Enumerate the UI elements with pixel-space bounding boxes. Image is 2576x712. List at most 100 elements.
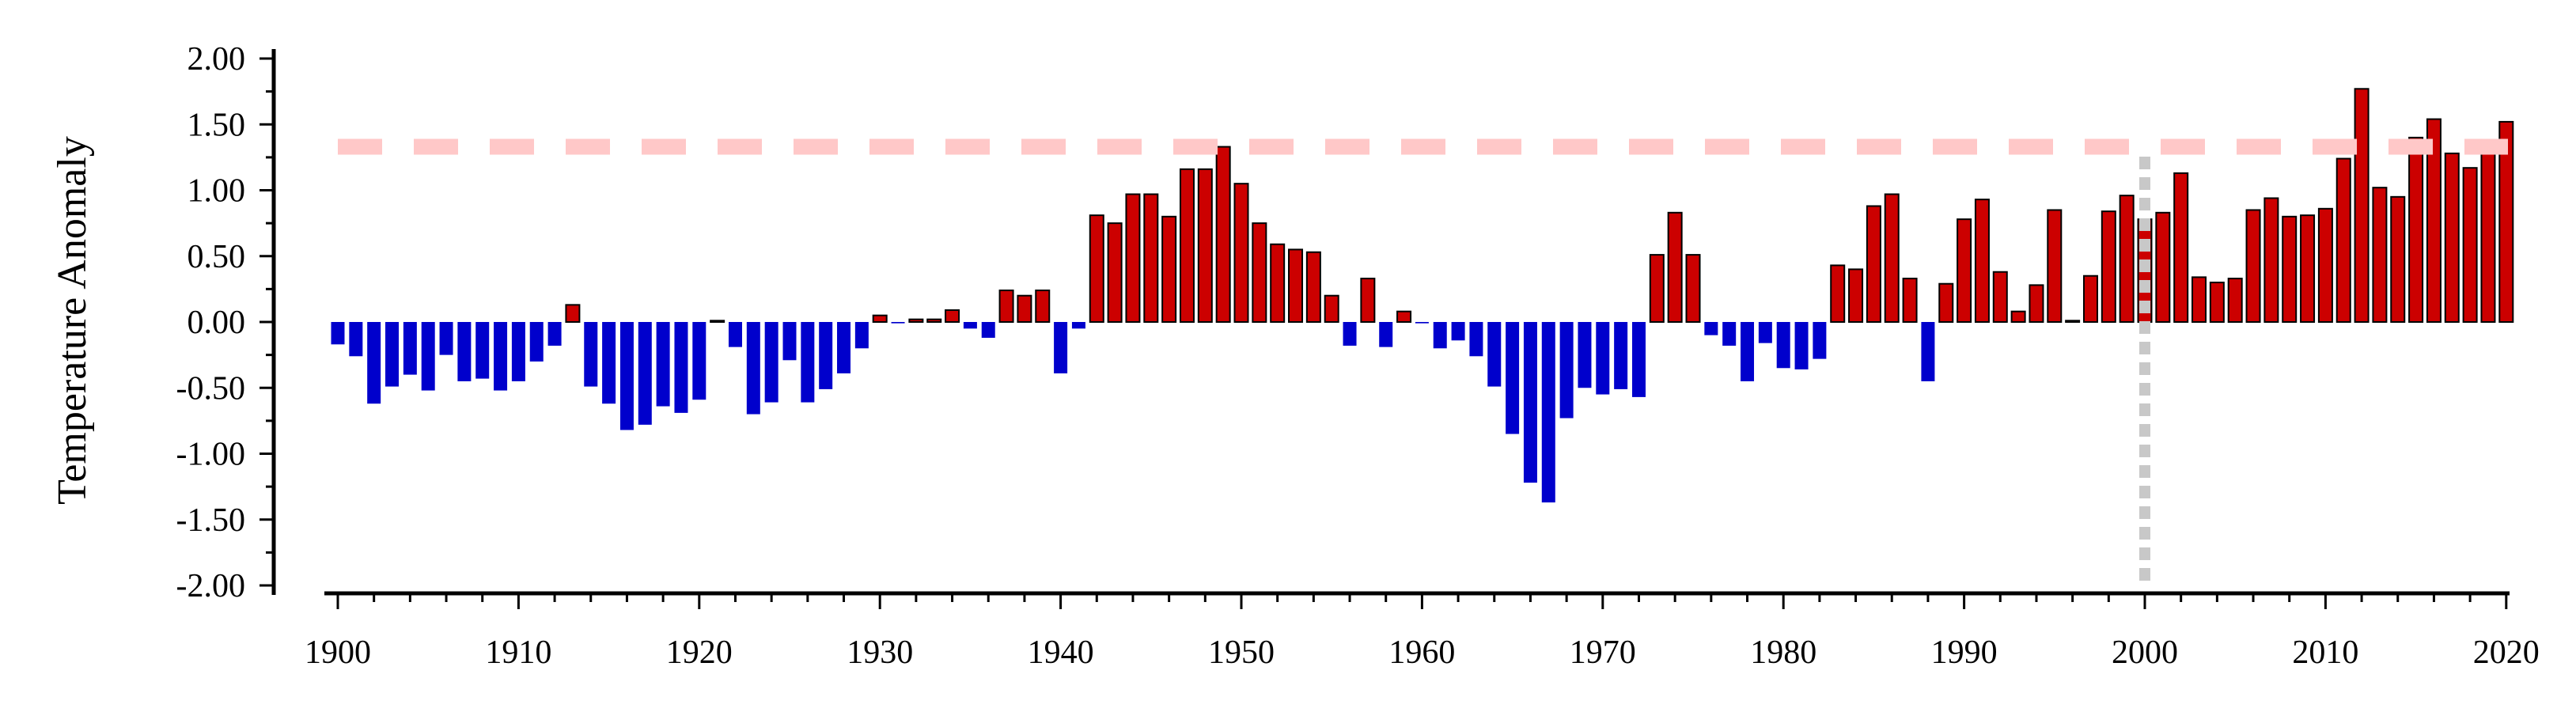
x-tick-label: 1930 [847,634,913,671]
x-tick-label: 1980 [1750,634,1816,671]
bar-1953 [1288,248,1304,324]
bar-1970 [1596,322,1610,395]
reference-lines [338,138,2508,585]
bar-1906 [439,322,453,355]
bar-1967 [1541,322,1555,503]
bar-2010 [2317,207,2333,323]
bar-2005 [2227,278,2243,323]
bar-1955 [1324,294,1339,324]
bar-1965 [1506,322,1520,434]
x-tick-label: 1920 [666,634,733,671]
bar-1908 [475,322,490,379]
bar-1945 [1143,193,1159,323]
bar-2012 [2354,88,2370,323]
bar-1928 [837,322,851,373]
bar-1971 [1614,322,1628,389]
bar-2007 [2263,197,2279,323]
bar-1966 [1523,322,1537,483]
bar-1936 [981,322,995,338]
bar-1942 [1089,214,1104,323]
bar-1987 [1902,278,1918,323]
bar-1982 [1813,322,1827,359]
bar-1901 [349,322,363,357]
bar-1909 [494,322,508,391]
bar-1946 [1161,215,1177,323]
bar-1932 [908,318,924,324]
bar-1995 [2047,209,2063,324]
bar-1925 [782,322,797,361]
bar-1954 [1305,251,1321,323]
bar-1978 [1741,322,1755,381]
x-tick-label: 1990 [1931,634,1998,671]
bar-1944 [1125,193,1141,323]
bar-1915 [602,322,616,404]
bar-2003 [2191,276,2207,324]
bar-1934 [945,309,960,324]
bar-2006 [2245,209,2261,324]
bar-2001 [2155,211,2171,323]
y-tick-label: 0.00 [188,305,246,341]
y-tick-label: -2.00 [176,568,246,604]
bar-1992 [1992,271,2008,324]
y-tick-label: -1.50 [176,502,246,539]
bar-1918 [656,322,670,407]
bar-1962 [1451,322,1465,341]
bar-1923 [746,322,760,415]
y-tick-label: 0.50 [188,239,246,275]
bar-1931 [891,322,905,324]
bar-1902 [367,322,381,404]
bar-1972 [1631,322,1646,397]
bar-1984 [1848,268,1864,323]
bar-1956 [1343,322,1357,346]
bar-1939 [1035,290,1051,324]
bar-1922 [728,322,742,347]
bar-1929 [854,322,869,349]
bar-1917 [638,322,652,425]
bar-1997 [2082,275,2098,323]
bar-1974 [1667,211,1683,323]
y-tick-label: -1.00 [176,437,246,473]
bar-2002 [2173,172,2189,323]
bar-1999 [2119,195,2135,323]
bar-1986 [1884,193,1900,323]
bar-1904 [403,322,417,375]
bar-1947 [1179,168,1195,323]
bar-1905 [421,322,435,391]
bar-1924 [764,322,778,403]
bar-2016 [2426,118,2442,323]
bar-2020 [2498,120,2514,323]
bar-1943 [1107,222,1123,324]
bar-2004 [2209,282,2225,323]
bar-2015 [2408,136,2424,323]
bar-1968 [1559,322,1574,418]
bar-1951 [1252,222,1267,324]
bar-1961 [1433,322,1447,349]
bar-1935 [963,322,977,329]
bar-1952 [1270,243,1286,324]
y-axis-title: Temperature Anomaly [50,136,95,505]
bar-1989 [1938,282,1954,323]
bar-1950 [1233,183,1249,323]
bar-1979 [1758,322,1772,343]
bar-1927 [819,322,833,389]
bar-1983 [1830,264,1846,323]
bar-1930 [872,314,888,323]
x-tick-label: 2010 [2292,634,2358,671]
bar-1991 [1974,199,1990,323]
bar-1957 [1360,278,1376,323]
bar-1976 [1704,322,1718,335]
x-tick-label: 1960 [1388,634,1455,671]
bar-2011 [2335,157,2351,323]
bar-1949 [1215,146,1231,323]
bar-1907 [457,322,472,381]
bar-2008 [2282,215,2298,323]
bar-1940 [1054,322,1068,373]
bar-1964 [1487,322,1502,387]
bar-1941 [1071,322,1085,329]
bar-1980 [1776,322,1790,369]
bar-1963 [1469,322,1483,357]
bars [331,88,2514,503]
x-tick-label: 1910 [485,634,551,671]
bar-1903 [385,322,400,387]
